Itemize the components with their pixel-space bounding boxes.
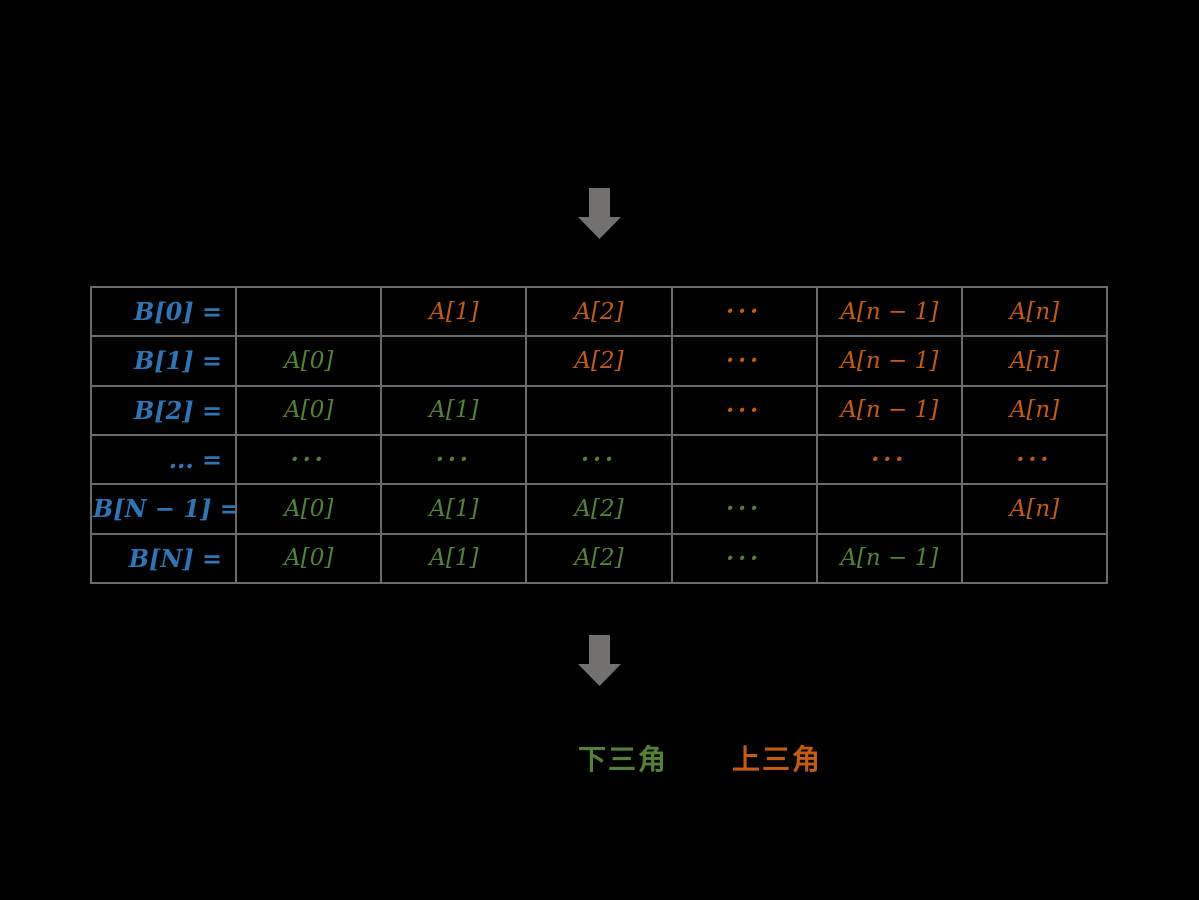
table-cell xyxy=(670,433,818,486)
table-cell xyxy=(960,532,1109,585)
table-body: B[0] = A[1] A[2] ··· A[n − 1] A[n] B[1] = A[0] A… xyxy=(89,285,1109,585)
table-row: B[N] = A[0] A[1] A[2] ··· A[n − 1] xyxy=(89,532,1109,585)
table-cell xyxy=(235,285,383,338)
table-cell xyxy=(380,335,528,387)
table-cell: A[0] xyxy=(235,483,383,535)
table-cell: ··· xyxy=(525,433,673,486)
table-cell: A[2] xyxy=(525,285,673,338)
table-cell: A[n − 1] xyxy=(815,384,963,436)
row-label: B[1] = xyxy=(89,335,238,387)
row-label: B[N] = xyxy=(89,532,238,585)
table-cell: A[0] xyxy=(235,532,383,585)
table-row: B[0] = A[1] A[2] ··· A[n − 1] A[n] xyxy=(89,285,1109,338)
row-label: B[N − 1] = xyxy=(89,483,238,535)
b-a-composition-table: B[0] = A[1] A[2] ··· A[n − 1] A[n] B[1] = A[0] A… xyxy=(89,285,1109,585)
table-cell: ··· xyxy=(670,483,818,535)
table-cell: A[1] xyxy=(380,285,528,338)
table-cell xyxy=(815,483,963,535)
table-cell: A[1] xyxy=(380,483,528,535)
table-cell: A[n] xyxy=(960,285,1109,338)
table-cell: A[n − 1] xyxy=(815,285,963,338)
table-cell: A[n] xyxy=(960,483,1109,535)
down-arrow-icon xyxy=(578,188,621,239)
table-cell: A[n] xyxy=(960,384,1109,436)
table-row: B[2] = A[0] A[1] ··· A[n − 1] A[n] xyxy=(89,384,1109,436)
table-cell: ··· xyxy=(670,335,818,387)
table-cell: A[2] xyxy=(525,335,673,387)
legend-upper-triangle: 上三角 xyxy=(732,744,823,775)
table-cell: ··· xyxy=(670,384,818,436)
table-cell: ··· xyxy=(670,532,818,585)
table-cell: A[1] xyxy=(380,384,528,436)
table-row: B[1] = A[0] A[2] ··· A[n − 1] A[n] xyxy=(89,335,1109,387)
down-arrow-icon xyxy=(578,635,621,686)
table-row: ... = ··· ··· ··· ··· ··· xyxy=(89,433,1109,486)
table-row: B[N − 1] = A[0] A[1] A[2] ··· A[n] xyxy=(89,483,1109,535)
table-cell: ··· xyxy=(815,433,963,486)
table-cell: A[0] xyxy=(235,335,383,387)
table-cell: ··· xyxy=(960,433,1109,486)
table-cell: A[n − 1] xyxy=(815,532,963,585)
table-cell: ··· xyxy=(670,285,818,338)
row-label: B[0] = xyxy=(89,285,238,338)
table-cell: A[n] xyxy=(960,335,1109,387)
row-label: ... = xyxy=(89,433,238,486)
table-cell: A[n − 1] xyxy=(815,335,963,387)
table-cell: A[1] xyxy=(380,532,528,585)
table-cell: ··· xyxy=(380,433,528,486)
row-label: B[2] = xyxy=(89,384,238,436)
table-cell: A[0] xyxy=(235,384,383,436)
table-cell: A[2] xyxy=(525,483,673,535)
table-cell xyxy=(525,384,673,436)
table-cell: A[2] xyxy=(525,532,673,585)
legend-lower-triangle: 下三角 xyxy=(578,744,669,775)
table-cell: ··· xyxy=(235,433,383,486)
